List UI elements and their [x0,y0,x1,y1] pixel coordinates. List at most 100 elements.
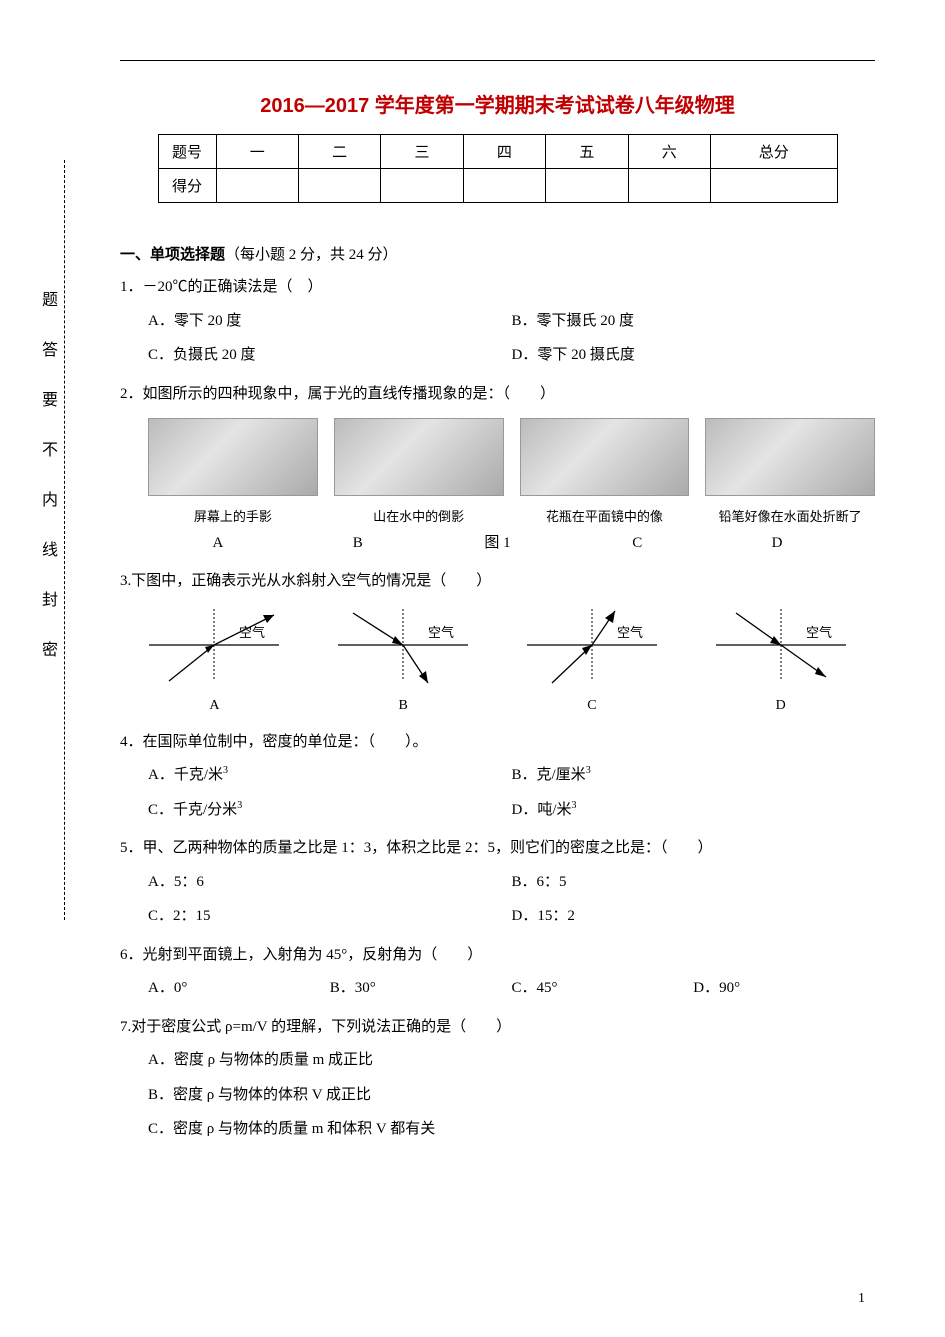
q2-label-c: C [567,528,707,560]
q2-fig-label: 图 1 [428,528,568,560]
refraction-diagram-b-icon: 空气 [328,603,478,687]
q6-option-c: C．45° [512,971,694,1006]
q5-option-c: C．2：15 [148,899,512,934]
score-col-header: 三 [381,135,463,169]
question-6: 6．光射到平面镜上，入射角为 45°，反射角为（ ） A．0° B．30° C．… [120,940,875,1006]
score-cell [463,169,545,203]
section-1-info: （每小题 2 分，共 24 分） [225,247,398,263]
q2-label-a: A [148,528,288,560]
score-table-label: 题号 [158,135,216,169]
q3-label-b: B [309,691,498,720]
q4-option-c: C．千克/分米3 [148,793,512,828]
q4-a-sup: 3 [223,765,228,776]
q5-stem: 5．甲、乙两种物体的质量之比是 1：3，体积之比是 2：5，则它们的密度之比是：… [120,833,875,865]
page-number: 1 [858,1291,865,1307]
q1-option-d: D．零下 20 摄氏度 [512,338,876,373]
refraction-diagram-d-icon: 空气 [706,603,856,687]
question-5: 5．甲、乙两种物体的质量之比是 1：3，体积之比是 2：5，则它们的密度之比是：… [120,833,875,934]
mountain-reflection-image [334,418,504,496]
q2-label-row: A B 图 1 C D [148,528,847,560]
q2-stem: 2．如图所示的四种现象中，属于光的直线传播现象的是：（ ） [120,379,875,411]
air-label: 空气 [239,625,265,640]
q6-options: A．0° B．30° C．45° D．90° [148,971,875,1006]
score-col-header: 五 [546,135,628,169]
q7-option-c: C．密度 ρ 与物体的质量 m 和体积 V 都有关 [148,1112,875,1147]
q5-option-b: B．6：5 [512,865,876,900]
question-4: 4．在国际单位制中，密度的单位是：（ ）。 A．千克/米3 B．克/厘米3 C．… [120,727,875,828]
q4-d-sup: 3 [572,800,577,811]
q3-diagram-a: 空气 A [120,603,309,720]
q3-label-c: C [498,691,687,720]
refraction-diagram-c-icon: 空气 [517,603,667,687]
score-cell [381,169,463,203]
q6-option-a: A．0° [148,971,330,1006]
score-table-header-row: 题号 一 二 三 四 五 六 总分 [158,135,837,169]
q3-stem: 3.下图中，正确表示光从水斜射入空气的情况是（ ） [120,566,875,598]
score-cell [710,169,837,203]
q5-options: A．5：6 B．6：5 C．2：15 D．15：2 [148,865,875,934]
score-cell [216,169,298,203]
q5-option-d: D．15：2 [512,899,876,934]
air-label: 空气 [806,625,832,640]
q2-caption-a: 屏幕上的手影 [148,509,318,526]
q2-image-b: 山在水中的倒影 [334,418,504,526]
score-table-label: 得分 [158,169,216,203]
q4-c-sup: 3 [237,800,242,811]
q6-option-d: D．90° [693,971,875,1006]
q3-diagram-row: 空气 A 空气 B [120,603,875,720]
top-horizontal-rule [120,60,875,61]
q7-option-a: A．密度 ρ 与物体的质量 m 成正比 [148,1043,875,1078]
pencil-refraction-image [705,418,875,496]
q3-diagram-d: 空气 D [686,603,875,720]
vase-mirror-image [520,418,690,496]
question-3: 3.下图中，正确表示光从水斜射入空气的情况是（ ） 空气 A [120,566,875,721]
section-1-title: 一、单项选择题 [120,247,225,263]
q3-label-a: A [120,691,309,720]
q1-option-a: A．零下 20 度 [148,304,512,339]
q4-d-text: D．吨/米 [512,802,572,818]
score-col-header: 一 [216,135,298,169]
air-label: 空气 [617,625,643,640]
q4-c-text: C．千克/分米 [148,802,237,818]
q6-option-b: B．30° [330,971,512,1006]
q3-label-d: D [686,691,875,720]
q2-caption-c: 花瓶在平面镜中的像 [520,509,690,526]
score-col-header: 二 [298,135,380,169]
q4-options: A．千克/米3 B．克/厘米3 C．千克/分米3 D．吨/米3 [148,758,875,827]
page: 2016—2017 学年度第一学期期末考试试卷八年级物理 题号 一 二 三 四 … [0,0,945,1337]
q4-option-b: B．克/厘米3 [512,758,876,793]
score-table-score-row: 得分 [158,169,837,203]
score-col-header: 六 [628,135,710,169]
q2-label-b: B [288,528,428,560]
section-1-heading: 一、单项选择题（每小题 2 分，共 24 分） [120,243,875,264]
question-1: 1．－20℃的正确读法是（ ） A．零下 20 度 B．零下摄氏 20 度 C．… [120,272,875,373]
q4-b-sup: 3 [586,765,591,776]
q7-option-b: B．密度 ρ 与物体的体积 V 成正比 [148,1078,875,1113]
q2-caption-b: 山在水中的倒影 [334,509,504,526]
q4-b-text: B．克/厘米 [512,767,586,783]
q3-diagram-c: 空气 C [498,603,687,720]
q2-label-d: D [707,528,847,560]
q5-option-a: A．5：6 [148,865,512,900]
q1-options: A．零下 20 度 B．零下摄氏 20 度 C．负摄氏 20 度 D．零下 20… [148,304,875,373]
shadow-hand-image [148,418,318,496]
score-table: 题号 一 二 三 四 五 六 总分 得分 [158,134,838,203]
question-7: 7.对于密度公式 ρ=m/V 的理解，下列说法正确的是（ ） A．密度 ρ 与物… [120,1012,875,1147]
q1-stem: 1．－20℃的正确读法是（ ） [120,272,875,304]
score-cell [546,169,628,203]
score-col-header: 四 [463,135,545,169]
q4-stem: 4．在国际单位制中，密度的单位是：（ ）。 [120,727,875,759]
q2-caption-d: 铅笔好像在水面处折断了 [705,509,875,526]
q1-option-b: B．零下摄氏 20 度 [512,304,876,339]
score-cell [298,169,380,203]
q2-image-c: 花瓶在平面镜中的像 [520,418,690,526]
q2-image-d: 铅笔好像在水面处折断了 [705,418,875,526]
score-col-header: 总分 [710,135,837,169]
score-cell [628,169,710,203]
q7-options: A．密度 ρ 与物体的质量 m 成正比 B．密度 ρ 与物体的体积 V 成正比 … [148,1043,875,1147]
refraction-diagram-a-icon: 空气 [139,603,289,687]
q1-option-c: C．负摄氏 20 度 [148,338,512,373]
exam-title: 2016—2017 学年度第一学期期末考试试卷八年级物理 [120,89,875,118]
q4-option-a: A．千克/米3 [148,758,512,793]
q6-stem: 6．光射到平面镜上，入射角为 45°，反射角为（ ） [120,940,875,972]
